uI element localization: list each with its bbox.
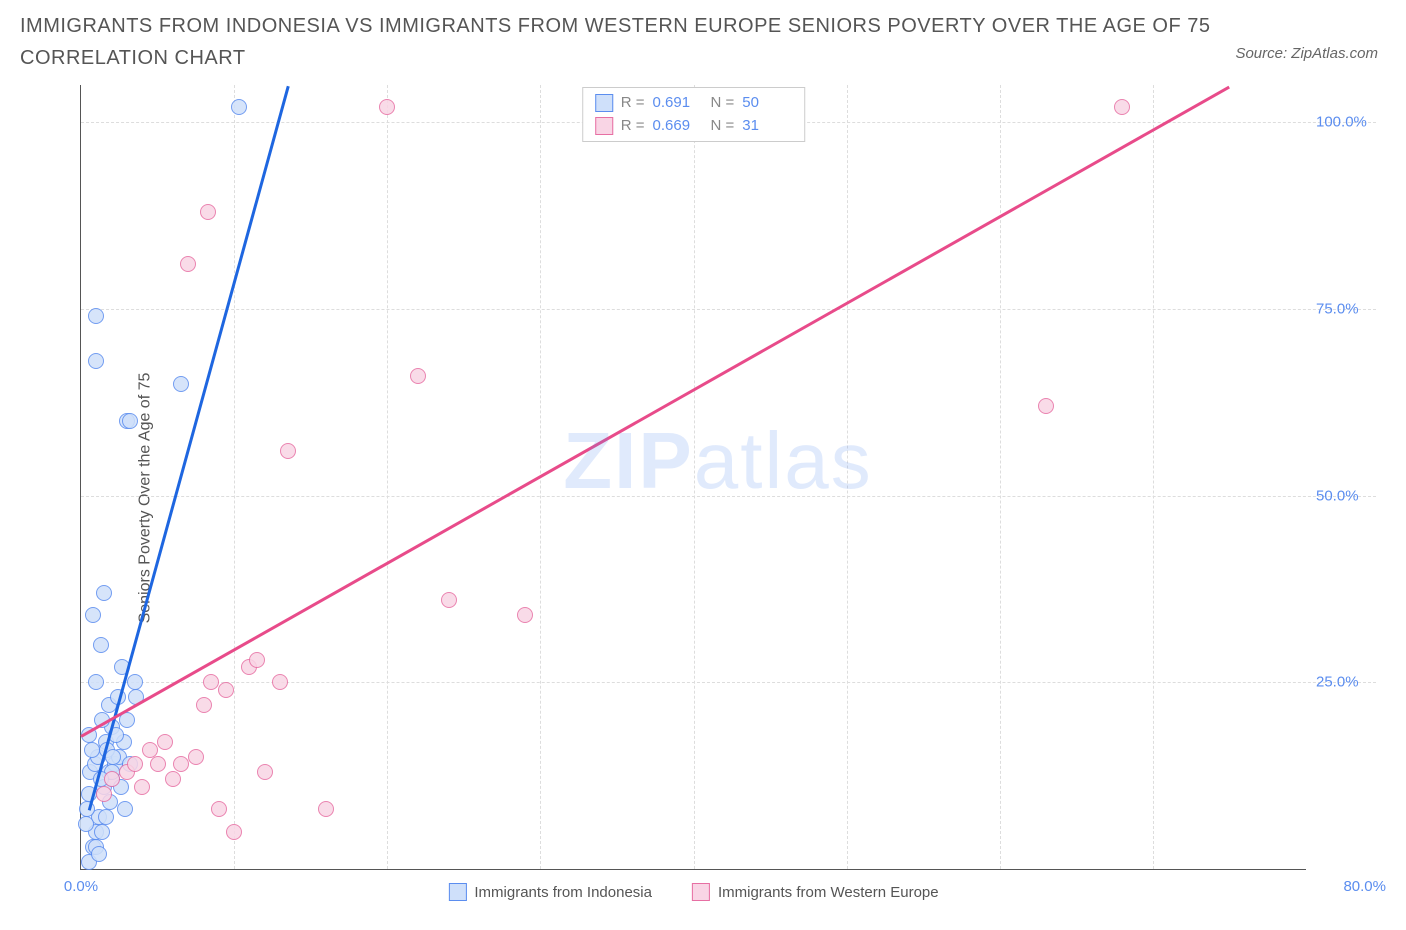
legend-swatch-bottom-2 [692, 883, 710, 901]
legend-n-label: N = [711, 92, 735, 115]
scatter-point [173, 756, 189, 772]
scatter-point [93, 637, 109, 653]
gridline-vertical [387, 85, 388, 869]
scatter-point [165, 771, 181, 787]
scatter-point [85, 607, 101, 623]
x-tick-label-right: 80.0% [1343, 878, 1386, 895]
legend-label-1: Immigrants from Indonesia [474, 884, 652, 901]
scatter-point [127, 756, 143, 772]
scatter-point [196, 697, 212, 713]
legend-n-value-1: 50 [742, 92, 792, 115]
legend-swatch-2 [595, 117, 613, 135]
scatter-point [117, 801, 133, 817]
gridline-vertical [1000, 85, 1001, 869]
gridline-horizontal [81, 309, 1376, 310]
scatter-point [257, 764, 273, 780]
legend-row-series-1: R = 0.691 N = 50 [595, 92, 793, 115]
legend-r-value-2: 0.669 [653, 115, 703, 138]
scatter-point [203, 674, 219, 690]
scatter-point [188, 749, 204, 765]
scatter-point [98, 809, 114, 825]
scatter-point [122, 413, 138, 429]
scatter-point [105, 749, 121, 765]
scatter-point [379, 99, 395, 115]
scatter-point [88, 308, 104, 324]
legend-n-value-2: 31 [742, 115, 792, 138]
legend-r-value-1: 0.691 [653, 92, 703, 115]
scatter-point [318, 801, 334, 817]
scatter-point [88, 674, 104, 690]
gridline-horizontal [81, 496, 1376, 497]
scatter-point [1114, 99, 1130, 115]
scatter-point [157, 734, 173, 750]
source-attribution: Source: ZipAtlas.com [1235, 45, 1378, 62]
legend-item-1: Immigrants from Indonesia [448, 883, 652, 901]
y-tick-label: 75.0% [1316, 301, 1386, 318]
scatter-point [441, 592, 457, 608]
legend-n-label: N = [711, 115, 735, 138]
scatter-point [94, 824, 110, 840]
scatter-point [410, 368, 426, 384]
trend-line [80, 85, 1230, 737]
y-tick-label: 25.0% [1316, 674, 1386, 691]
scatter-point [142, 742, 158, 758]
scatter-point [272, 674, 288, 690]
scatter-point [96, 585, 112, 601]
y-tick-label: 100.0% [1316, 114, 1386, 131]
plot-area: ZIPatlas R = 0.691 N = 50 R = 0.669 N = … [80, 85, 1306, 870]
scatter-point [211, 801, 227, 817]
legend-item-2: Immigrants from Western Europe [692, 883, 939, 901]
legend-r-label: R = [621, 115, 645, 138]
watermark-bold: ZIP [563, 416, 693, 505]
scatter-point [78, 816, 94, 832]
scatter-point [88, 353, 104, 369]
legend-r-label: R = [621, 92, 645, 115]
scatter-point [1038, 398, 1054, 414]
scatter-point [150, 756, 166, 772]
trend-line [87, 86, 288, 811]
scatter-point [180, 256, 196, 272]
scatter-point [134, 779, 150, 795]
scatter-point [91, 846, 107, 862]
scatter-point [249, 652, 265, 668]
legend-label-2: Immigrants from Western Europe [718, 884, 939, 901]
scatter-point [173, 376, 189, 392]
legend-row-series-2: R = 0.669 N = 31 [595, 115, 793, 138]
scatter-point [231, 99, 247, 115]
scatter-point [517, 607, 533, 623]
chart-title: IMMIGRANTS FROM INDONESIA VS IMMIGRANTS … [20, 10, 1286, 74]
y-tick-label: 50.0% [1316, 487, 1386, 504]
chart-container: Seniors Poverty Over the Age of 75 ZIPat… [60, 85, 1396, 910]
series-legend: Immigrants from Indonesia Immigrants fro… [448, 883, 938, 901]
gridline-vertical [1153, 85, 1154, 869]
correlation-legend: R = 0.691 N = 50 R = 0.669 N = 31 [582, 87, 806, 142]
scatter-point [200, 204, 216, 220]
legend-swatch-1 [595, 94, 613, 112]
gridline-vertical [234, 85, 235, 869]
scatter-point [226, 824, 242, 840]
watermark: ZIPatlas [563, 415, 872, 507]
scatter-point [104, 771, 120, 787]
scatter-point [96, 786, 112, 802]
scatter-point [127, 674, 143, 690]
legend-swatch-bottom-1 [448, 883, 466, 901]
x-tick-label-left: 0.0% [64, 878, 98, 895]
gridline-vertical [694, 85, 695, 869]
scatter-point [218, 682, 234, 698]
scatter-point [280, 443, 296, 459]
gridline-vertical [847, 85, 848, 869]
